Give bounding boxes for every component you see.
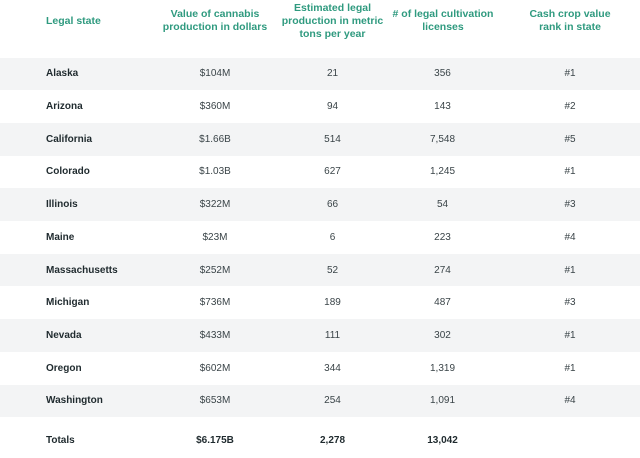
- totals-rank: [520, 424, 620, 457]
- licenses-cell: 143: [434, 101, 451, 113]
- table-row: Illinois $322M 66 54 #3: [0, 188, 640, 221]
- rank-cell: #4: [564, 395, 576, 407]
- header-cash-crop-rank: Cash crop value rank in state: [529, 8, 611, 33]
- licenses-cell: 302: [434, 329, 451, 341]
- rank-cell: #3: [564, 297, 576, 309]
- table-row: Maine $23M 6 223 #4: [0, 221, 640, 254]
- table-row: Alaska $104M 21 356 #1: [0, 57, 640, 91]
- value-cell: $602M: [199, 362, 231, 374]
- table-header: Legal state Value of cannabis production…: [0, 0, 640, 57]
- licenses-cell: 54: [436, 199, 449, 211]
- header-legal-state: Legal state: [46, 15, 101, 27]
- tons-cell: 514: [324, 133, 341, 145]
- table-row: Oregon $602M 344 1,319 #1: [0, 352, 640, 385]
- state-cell: Illinois: [46, 199, 78, 211]
- value-cell: $433M: [199, 329, 231, 341]
- value-cell: $252M: [199, 264, 231, 276]
- licenses-cell: 356: [434, 68, 451, 80]
- header-production-value: Value of cannabis production in dollars: [162, 8, 268, 33]
- rank-cell: #1: [564, 329, 576, 341]
- totals-label: Totals: [46, 434, 75, 446]
- tons-cell: 627: [324, 166, 341, 178]
- value-cell: $736M: [199, 297, 231, 309]
- rank-cell: #4: [564, 231, 576, 243]
- value-cell: $1.66B: [199, 133, 231, 145]
- tons-cell: 21: [326, 68, 339, 80]
- header-production-tons: Estimated legal production in metric ton…: [281, 2, 384, 40]
- value-cell: $23M: [202, 231, 228, 243]
- table-row: Nevada $433M 111 302 #1: [0, 319, 640, 352]
- licenses-cell: 1,245: [429, 166, 456, 178]
- rank-cell: #5: [564, 133, 576, 145]
- state-cell: Michigan: [46, 297, 90, 309]
- rank-cell: #1: [564, 166, 576, 178]
- value-cell: $653M: [199, 395, 231, 407]
- rank-cell: #1: [564, 68, 576, 80]
- table-row: Massachusetts $252M 52 274 #1: [0, 253, 640, 287]
- tons-cell: 254: [324, 395, 341, 407]
- tons-cell: 94: [326, 101, 339, 113]
- tons-cell: 52: [326, 264, 339, 276]
- tons-cell: 189: [324, 297, 341, 309]
- table-row: California $1.66B 514 7,548 #5: [0, 122, 640, 156]
- value-cell: $104M: [199, 68, 231, 80]
- state-cell: Massachusetts: [46, 264, 118, 276]
- state-cell: Maine: [46, 231, 75, 243]
- table-row: Washington $653M 254 1,091 #4: [0, 384, 640, 418]
- licenses-cell: 223: [434, 231, 451, 243]
- licenses-cell: 274: [434, 264, 451, 276]
- tons-cell: 66: [326, 199, 339, 211]
- state-cell: Arizona: [46, 101, 83, 113]
- value-cell: $360M: [199, 101, 231, 113]
- state-cell: Oregon: [46, 362, 82, 374]
- table-row: Michigan $736M 189 487 #3: [0, 286, 640, 319]
- totals-value: $6.175B: [196, 434, 234, 446]
- state-cell: California: [46, 133, 93, 145]
- licenses-cell: 1,319: [429, 362, 456, 374]
- licenses-cell: 487: [434, 297, 451, 309]
- licenses-cell: 1,091: [429, 395, 456, 407]
- licenses-cell: 7,548: [429, 133, 456, 145]
- value-cell: $1.03B: [199, 166, 231, 178]
- tons-cell: 6: [329, 231, 336, 243]
- rank-cell: #1: [564, 264, 576, 276]
- rank-cell: #2: [564, 101, 576, 113]
- totals-row: Totals $6.175B 2,278 13,042: [0, 424, 640, 457]
- state-cell: Washington: [46, 395, 103, 407]
- table-row: Colorado $1.03B 627 1,245 #1: [0, 156, 640, 189]
- header-cultivation-licenses: # of legal cultivation licenses: [392, 8, 494, 33]
- totals-licenses: 13,042: [427, 434, 458, 446]
- tons-cell: 344: [324, 362, 341, 374]
- rank-cell: #3: [564, 199, 576, 211]
- state-cell: Colorado: [46, 166, 90, 178]
- value-cell: $322M: [199, 199, 231, 211]
- state-cell: Alaska: [46, 68, 79, 80]
- rank-cell: #1: [564, 362, 576, 374]
- table-row: Arizona $360M 94 143 #2: [0, 90, 640, 123]
- state-cell: Nevada: [46, 329, 82, 341]
- totals-tons: 2,278: [319, 434, 346, 446]
- tons-cell: 111: [324, 329, 341, 341]
